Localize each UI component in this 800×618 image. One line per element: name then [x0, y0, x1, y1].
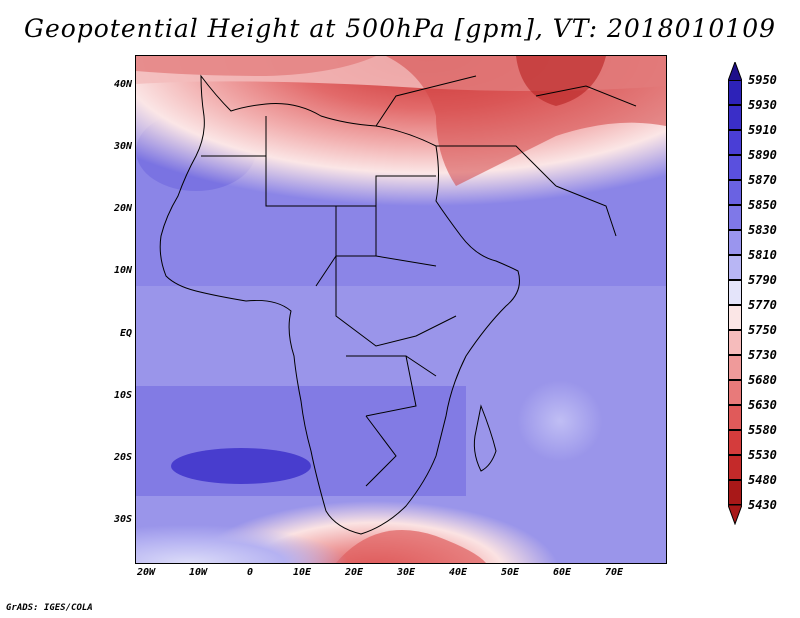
colorbar-swatch	[728, 255, 742, 280]
colorbar-swatch	[728, 380, 742, 405]
colorbar-label: 5430	[748, 498, 777, 512]
lon-label-10w: 10W	[188, 567, 208, 578]
colorbar-swatch	[728, 105, 742, 130]
colorbar-label: 5910	[748, 123, 777, 137]
colorbar-label: 5580	[748, 423, 777, 437]
lat-label-40n: 40N	[113, 79, 132, 90]
colorbar-bottom-arrow	[728, 505, 742, 525]
lon-label-30e: 30E	[396, 567, 416, 578]
colorbar-label: 5480	[748, 473, 777, 487]
colorbar-swatch	[728, 280, 742, 305]
colorbar-swatch	[728, 405, 742, 430]
lon-label-10e: 10E	[292, 567, 312, 578]
grads-credit: GrADS: IGES/COLA	[6, 603, 93, 613]
colorbar-label: 5730	[748, 348, 777, 362]
lon-label-70e: 70E	[604, 567, 624, 578]
colorbar-label: 5850	[748, 198, 777, 212]
lon-label-40e: 40E	[448, 567, 468, 578]
colorbar-label: 5890	[748, 148, 777, 162]
colorbar-top-arrow	[728, 62, 742, 82]
lat-label-10n: 10N	[113, 265, 132, 276]
geopotential-field	[136, 56, 666, 563]
colorbar-label: 5680	[748, 373, 777, 387]
colorbar-label: 5870	[748, 173, 777, 187]
colorbar-label: 5530	[748, 448, 777, 462]
colorbar-swatch	[728, 355, 742, 380]
colorbar-swatch	[728, 330, 742, 355]
lat-label-30n: 30N	[113, 141, 132, 152]
colorbar-label: 5930	[748, 98, 777, 112]
colorbar-swatch	[728, 455, 742, 480]
colorbar-swatch	[728, 80, 742, 105]
lat-label-20n: 20N	[113, 203, 132, 214]
colorbar-label: 5830	[748, 223, 777, 237]
colorbar-swatch	[728, 305, 742, 330]
lat-label-20s: 20S	[113, 452, 132, 463]
colorbar-swatch	[728, 430, 742, 455]
colorbar-label: 5770	[748, 298, 777, 312]
coastlines	[159, 74, 637, 535]
lon-label-60e: 60E	[552, 567, 572, 578]
lon-label-50e: 50E	[500, 567, 520, 578]
lat-label-30s: 30S	[113, 514, 132, 525]
colorbar-label: 5630	[748, 398, 777, 412]
lat-label-10s: 10S	[113, 390, 132, 401]
colorbar: 5950 5930 5910 5890 5870 5850 5830 5810 5790 5770…	[728, 62, 800, 558]
map-title: Geopotential Height at 500hPa [gpm], VT:…	[23, 14, 777, 43]
map-panel	[135, 55, 667, 564]
colorbar-swatch	[728, 230, 742, 255]
colorbar-swatch	[728, 130, 742, 155]
lon-label-20e: 20E	[344, 567, 364, 578]
colorbar-label: 5950	[748, 73, 777, 87]
lon-label-0: 0	[246, 567, 254, 578]
lon-label-20w: 20W	[136, 567, 156, 578]
colorbar-label: 5790	[748, 273, 777, 287]
colorbar-swatch	[728, 480, 742, 505]
colorbar-label: 5810	[748, 248, 777, 262]
colorbar-swatch	[728, 155, 742, 180]
colorbar-swatch	[728, 205, 742, 230]
colorbar-label: 5750	[748, 323, 777, 337]
lat-label-eq: EQ	[119, 328, 132, 339]
colorbar-swatch	[728, 180, 742, 205]
